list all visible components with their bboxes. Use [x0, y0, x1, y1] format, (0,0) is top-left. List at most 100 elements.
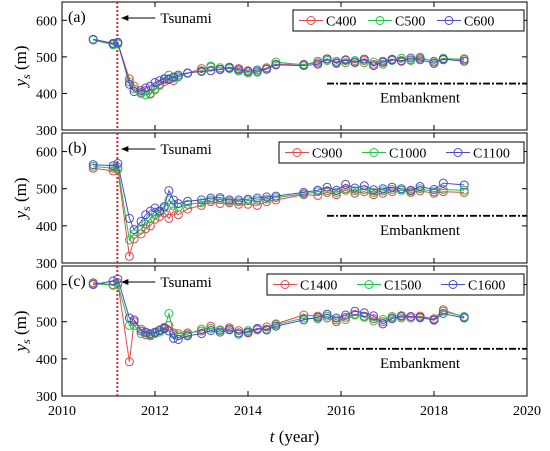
data-point: [173, 335, 183, 344]
data-point: [108, 276, 118, 286]
data-point: [369, 187, 379, 197]
data-point: [262, 325, 272, 335]
data-point: [369, 61, 379, 71]
data-point: [438, 178, 448, 188]
legend-label: C1000: [389, 147, 426, 162]
series-C600: [88, 34, 469, 97]
data-point: [459, 56, 469, 66]
data-point: [438, 54, 448, 64]
data-point: [113, 37, 123, 47]
data-point: [415, 312, 425, 322]
data-point: [173, 70, 183, 80]
data-point: [145, 329, 155, 339]
y-axis-label-subscript: s: [19, 74, 33, 79]
data-point: [183, 331, 193, 341]
data-point: [331, 58, 341, 68]
y-tick-label: 300: [36, 124, 57, 139]
data-point: [378, 319, 388, 329]
data-point: [350, 186, 360, 196]
data-point: [206, 323, 216, 333]
data-point: [113, 159, 123, 168]
data-point: [387, 55, 397, 65]
x-tick-label: 2020: [513, 404, 541, 419]
data-point: [322, 186, 332, 196]
data-point: [136, 88, 146, 98]
legend-label: C900: [312, 147, 342, 162]
y-axis-label: ys (m): [11, 45, 33, 88]
y-axis-label-subscript: s: [19, 206, 33, 211]
data-point: [183, 68, 193, 78]
legend: C1400 C1500 C1600: [266, 273, 525, 296]
data-point: [124, 79, 134, 89]
data-point: [183, 199, 193, 209]
x-tick-label: 2014: [234, 404, 262, 419]
legend: C900 C1000 C1100: [278, 141, 525, 164]
data-point: [350, 57, 360, 67]
y-tick-label: 500: [36, 51, 57, 66]
data-point: [183, 196, 193, 206]
data-point: [206, 193, 216, 203]
data-point: [262, 64, 272, 74]
data-point: [369, 190, 379, 200]
series-C1600: [88, 274, 469, 344]
data-point: [252, 200, 262, 210]
data-point: [150, 78, 160, 87]
data-point: [438, 306, 448, 316]
data-point: [215, 64, 225, 74]
data-point: [215, 327, 225, 337]
data-point: [113, 274, 123, 284]
data-point: [155, 206, 165, 216]
data-point: [169, 333, 179, 343]
data-point: [164, 213, 174, 223]
y-tick-label: 500: [36, 183, 57, 198]
y-axis-label-unit: (m): [11, 310, 30, 339]
data-point: [378, 184, 388, 194]
y-axis-label-subscript: s: [19, 339, 33, 344]
data-point: [129, 315, 139, 325]
series-C900: [88, 163, 469, 261]
data-point: [124, 357, 134, 367]
data-point: [359, 181, 369, 191]
data-point: [124, 251, 134, 261]
series-C1100: [88, 159, 469, 235]
data-point: [252, 193, 262, 203]
series-line: [93, 38, 465, 93]
data-point: [155, 80, 165, 90]
data-point: [173, 199, 183, 209]
legend-marker: [375, 16, 385, 25]
tsunami-label: Tsunami: [160, 11, 211, 27]
data-point: [313, 56, 323, 66]
data-point: [359, 187, 369, 197]
data-point: [224, 195, 234, 205]
data-point: [164, 326, 174, 336]
axes-frame: [61, 1, 528, 131]
data-point: [406, 185, 416, 195]
data-point: [129, 84, 139, 94]
data-point: [415, 184, 425, 194]
data-point: [350, 183, 360, 193]
data-point: [124, 313, 134, 323]
data-point: [108, 163, 118, 173]
data-point: [322, 182, 332, 192]
data-point: [224, 63, 234, 73]
legend: C400 C500 C600: [292, 9, 525, 32]
data-point: [88, 280, 98, 290]
data-point: [459, 185, 469, 195]
data-point: [234, 65, 244, 75]
data-point: [169, 200, 179, 210]
y-axis-label: ys (m): [11, 177, 33, 220]
data-point: [313, 185, 323, 195]
data-point: [243, 327, 253, 337]
data-point: [359, 308, 369, 318]
data-point: [406, 312, 416, 321]
data-point: [322, 54, 332, 64]
legend-marker: [292, 148, 302, 157]
data-point: [206, 66, 216, 76]
data-point: [369, 311, 379, 321]
legend-box: [292, 9, 525, 32]
data-point: [396, 56, 406, 66]
x-tick-label: 2010: [48, 404, 76, 419]
y-tick-label: 600: [36, 279, 57, 294]
data-point: [141, 219, 151, 229]
data-point: [155, 76, 165, 86]
